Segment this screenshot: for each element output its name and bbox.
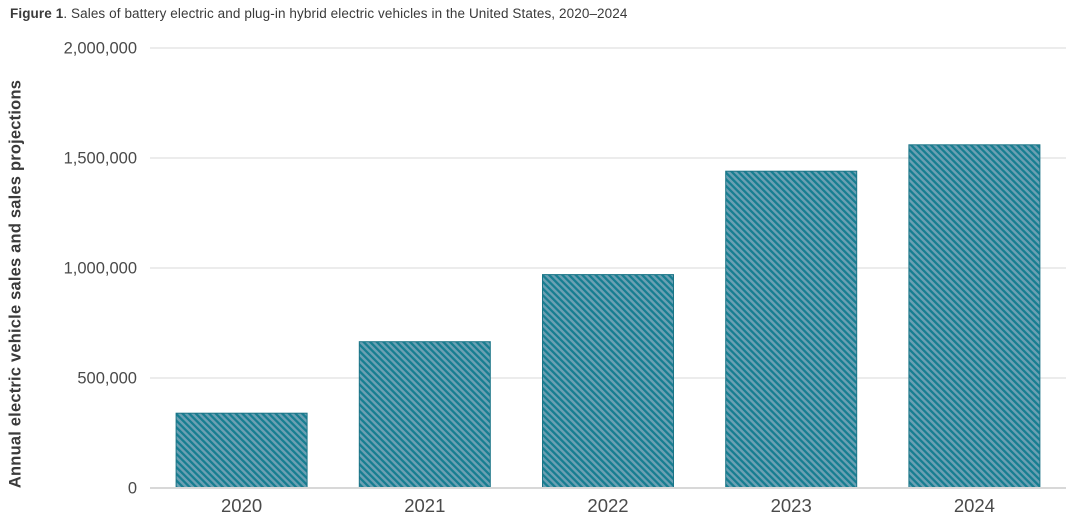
bar-2024: [908, 144, 1041, 489]
x-tick-label-2024: 2024: [954, 495, 995, 516]
x-tick-label-2020: 2020: [221, 495, 262, 516]
bar-2020: [175, 412, 308, 489]
bar-2022: [542, 274, 674, 489]
figure-title-text: . Sales of battery electric and plug-in …: [63, 6, 628, 21]
y-tick-label-2000000: 2,000,000: [64, 40, 137, 58]
figure-title: Figure 1. Sales of battery electric and …: [10, 6, 627, 21]
y-tick-label-0: 0: [128, 480, 137, 498]
y-tick-label-1000000: 1,000,000: [64, 260, 137, 278]
y-tick-label-1500000: 1,500,000: [64, 150, 137, 168]
y-tick-label-500000: 500,000: [77, 370, 137, 388]
bar-2023: [725, 170, 858, 489]
x-tick-label-2022: 2022: [587, 495, 628, 516]
figure-title-prefix: Figure 1: [10, 6, 64, 21]
bar-2021: [358, 341, 491, 489]
axis-labels-layer: 0 500,000 1,000,000 1,500,000 2,000,000 2020 2…: [64, 40, 995, 517]
x-tick-label-2021: 2021: [404, 495, 445, 516]
x-tick-label-2023: 2023: [771, 495, 812, 516]
bars-layer: [175, 144, 1041, 489]
